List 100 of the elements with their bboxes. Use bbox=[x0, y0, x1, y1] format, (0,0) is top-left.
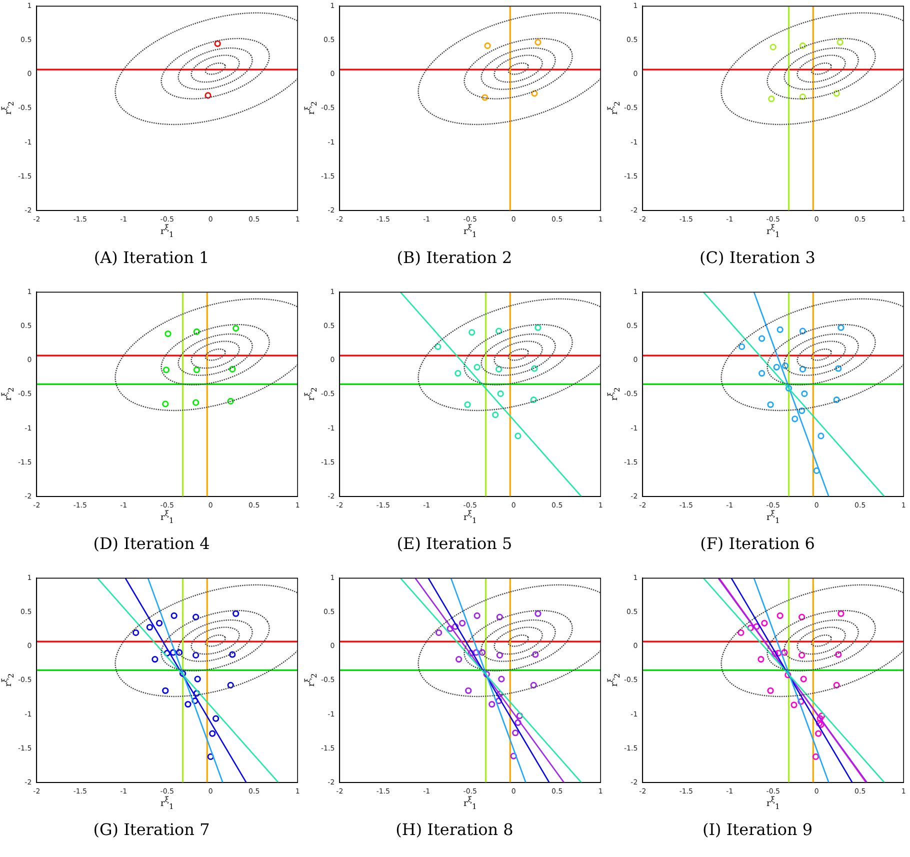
point bbox=[758, 335, 766, 342]
point bbox=[799, 42, 806, 50]
point bbox=[484, 42, 491, 50]
point bbox=[767, 401, 774, 408]
point bbox=[497, 390, 504, 398]
point bbox=[164, 650, 170, 656]
text: (B) Iteration 2 bbox=[396, 248, 514, 267]
text: (I) Iteration 9 bbox=[701, 820, 814, 839]
point bbox=[818, 721, 824, 728]
point bbox=[229, 651, 236, 658]
point bbox=[531, 365, 538, 372]
point bbox=[799, 366, 806, 372]
point bbox=[512, 730, 519, 736]
point bbox=[232, 325, 240, 332]
point bbox=[152, 656, 158, 663]
point bbox=[488, 700, 496, 708]
text: (F) Iteration 6 bbox=[699, 534, 816, 553]
point bbox=[798, 407, 806, 414]
point bbox=[798, 614, 806, 620]
point bbox=[761, 620, 768, 626]
point bbox=[474, 612, 480, 619]
point bbox=[799, 94, 806, 100]
point bbox=[209, 730, 216, 737]
point bbox=[776, 612, 784, 619]
point bbox=[790, 702, 798, 708]
point bbox=[483, 670, 490, 678]
point bbox=[452, 623, 459, 630]
point bbox=[162, 366, 170, 374]
point bbox=[801, 390, 808, 398]
point bbox=[818, 432, 824, 440]
point bbox=[436, 629, 442, 636]
point bbox=[767, 687, 774, 694]
point bbox=[472, 649, 480, 656]
point bbox=[838, 610, 844, 617]
point bbox=[784, 672, 792, 678]
point bbox=[776, 326, 784, 333]
point bbox=[170, 649, 177, 656]
point bbox=[758, 370, 766, 377]
point bbox=[132, 629, 140, 636]
text: (E) Iteration 5 bbox=[396, 534, 514, 553]
point bbox=[446, 625, 454, 632]
point bbox=[192, 652, 200, 658]
point bbox=[459, 620, 466, 626]
point bbox=[227, 398, 234, 405]
point bbox=[747, 624, 754, 632]
point bbox=[782, 362, 789, 370]
point bbox=[194, 676, 201, 682]
point bbox=[753, 623, 760, 630]
point bbox=[496, 328, 502, 334]
text: (H) Iteration 8 bbox=[394, 820, 514, 839]
point bbox=[474, 364, 480, 370]
point bbox=[434, 343, 442, 350]
point bbox=[146, 624, 154, 631]
point bbox=[835, 365, 842, 372]
point bbox=[785, 384, 792, 392]
point bbox=[768, 96, 775, 102]
point bbox=[514, 432, 522, 440]
point bbox=[534, 324, 542, 331]
point bbox=[770, 44, 776, 50]
point bbox=[813, 467, 820, 474]
point bbox=[534, 610, 542, 617]
point bbox=[479, 649, 486, 656]
point bbox=[812, 753, 820, 760]
point bbox=[775, 650, 782, 656]
point bbox=[176, 649, 183, 656]
point bbox=[835, 651, 842, 658]
point bbox=[496, 690, 504, 698]
point bbox=[758, 656, 764, 663]
point bbox=[738, 629, 744, 636]
point bbox=[532, 651, 539, 658]
point bbox=[530, 396, 537, 404]
point bbox=[192, 698, 198, 704]
point bbox=[498, 676, 505, 682]
point bbox=[207, 753, 214, 760]
point bbox=[838, 324, 844, 331]
point bbox=[833, 396, 840, 404]
point bbox=[800, 676, 807, 682]
point bbox=[227, 682, 234, 688]
point bbox=[232, 610, 240, 617]
point bbox=[162, 687, 169, 694]
point bbox=[464, 401, 471, 408]
point bbox=[229, 366, 236, 372]
point bbox=[179, 670, 186, 677]
point bbox=[792, 416, 798, 422]
text: (G) Iteration 7 bbox=[92, 820, 211, 839]
point bbox=[468, 650, 474, 656]
point bbox=[530, 682, 537, 688]
point bbox=[456, 656, 462, 663]
text: (A) Iteration 1 bbox=[92, 248, 210, 267]
point bbox=[496, 652, 504, 658]
point bbox=[781, 649, 788, 656]
point bbox=[496, 614, 504, 620]
point bbox=[772, 650, 778, 658]
point bbox=[496, 366, 502, 372]
point bbox=[773, 364, 780, 370]
point bbox=[170, 612, 178, 619]
point bbox=[738, 343, 746, 350]
point bbox=[454, 370, 462, 377]
point bbox=[492, 412, 499, 418]
text: (C) Iteration 3 bbox=[698, 248, 816, 267]
